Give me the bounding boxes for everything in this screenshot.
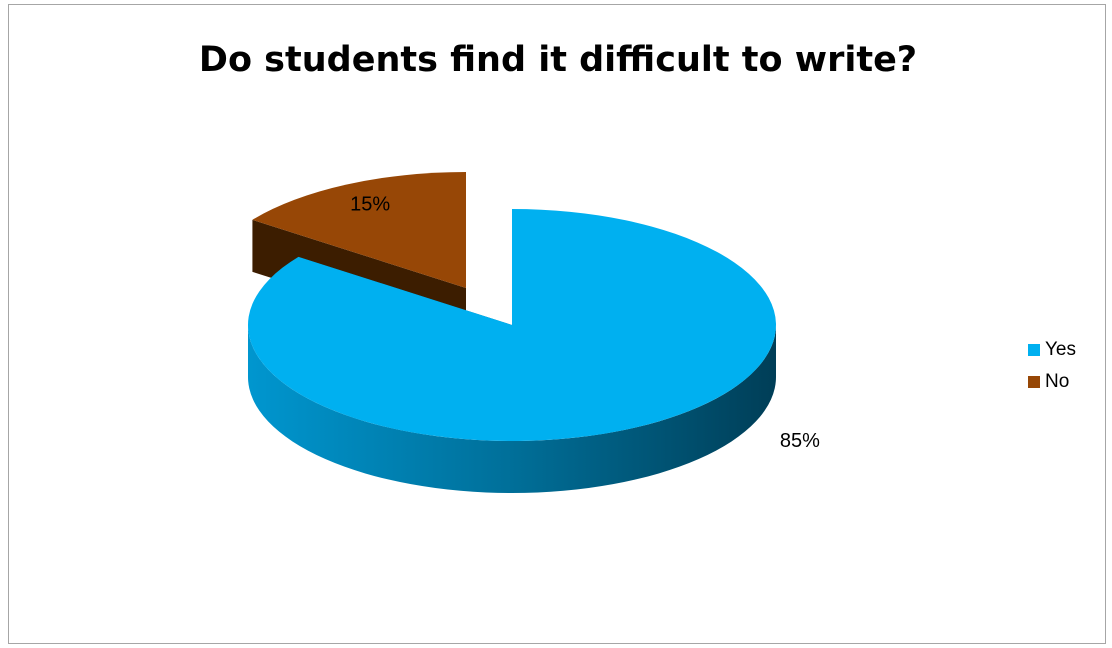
data-label-no: 15% bbox=[350, 194, 390, 216]
legend-label-yes: Yes bbox=[1045, 339, 1076, 360]
chart-title: Do students find it difficult to write? bbox=[198, 40, 918, 80]
pie-chart: 85% 15% bbox=[248, 172, 820, 493]
legend-label-no: No bbox=[1045, 371, 1070, 392]
legend-item-yes: Yes bbox=[1028, 337, 1076, 363]
legend: Yes No bbox=[1028, 337, 1076, 401]
legend-swatch-yes bbox=[1028, 344, 1040, 356]
pie-slice-no-top bbox=[252, 172, 466, 288]
pie-slice-yes bbox=[248, 209, 777, 493]
legend-item-no: No bbox=[1028, 369, 1076, 395]
chart-area: Do students find it difficult to write? … bbox=[8, 4, 1106, 644]
legend-swatch-no bbox=[1028, 376, 1040, 388]
pie-slice-yes-top bbox=[248, 209, 777, 442]
pie-slice-yes-side bbox=[248, 325, 776, 493]
data-label-yes: 85% bbox=[780, 430, 820, 452]
